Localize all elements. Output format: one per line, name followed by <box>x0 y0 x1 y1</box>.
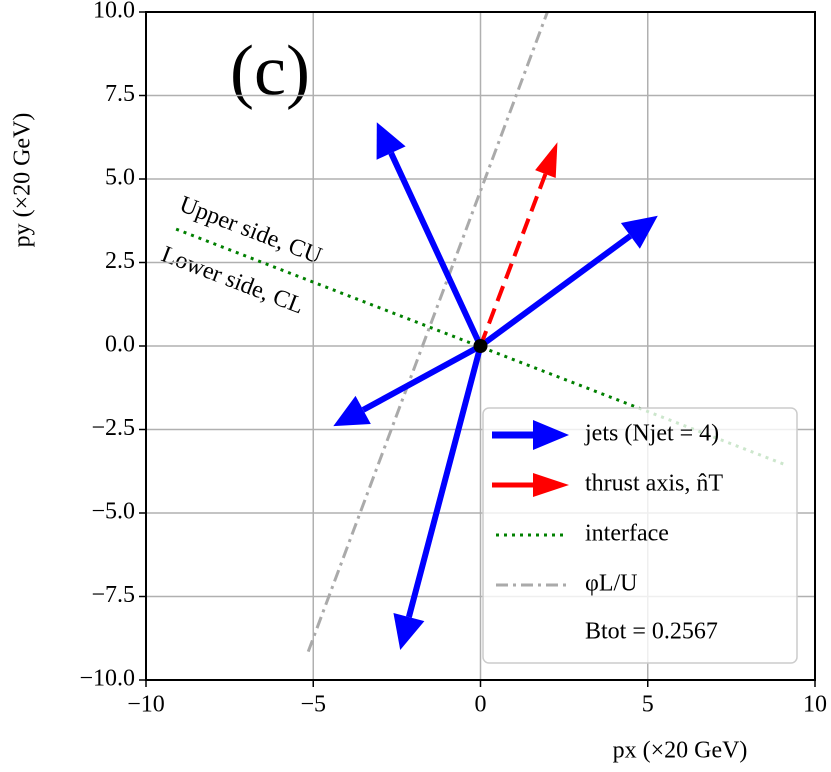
vector-arrow <box>376 122 484 348</box>
y-tick-label: −2.5 <box>91 415 135 441</box>
legend-label: thrust axis, n̂T <box>585 471 723 497</box>
arrow-head <box>533 473 569 497</box>
legend-box <box>482 407 798 664</box>
legend-label: φL/U <box>585 571 638 597</box>
arrow-head <box>533 420 569 450</box>
legend-label: jets (Njet = 4) <box>584 421 719 447</box>
x-axis-label: px (×20 GeV) <box>613 738 748 764</box>
y-tick-label: −7.5 <box>91 582 135 608</box>
arrow-shaft <box>406 345 484 618</box>
panel-label: (c) <box>230 31 310 111</box>
y-tick-label: −10.0 <box>79 666 135 692</box>
reference-line <box>306 11 549 653</box>
y-axis-label: py (×20 GeV) <box>10 113 36 248</box>
vector-arrow <box>393 345 484 650</box>
arrow-shaft <box>478 173 548 347</box>
y-tick-label: −5.0 <box>91 499 135 525</box>
x-tick-label: 5 <box>642 692 654 718</box>
arrow-head <box>376 122 406 160</box>
vector-arrow <box>478 215 658 349</box>
y-tick-label: 0.0 <box>105 332 135 358</box>
arrow-shaft <box>478 233 633 349</box>
arrow-head <box>535 142 558 178</box>
origin-point <box>473 339 488 353</box>
arrow-head <box>620 215 658 249</box>
arrow-shaft <box>388 151 484 348</box>
y-tick-label: 5.0 <box>105 165 135 191</box>
arrow-head <box>333 395 371 427</box>
y-tick-label: 10.0 <box>93 0 135 24</box>
x-tick-label: 10 <box>803 692 827 718</box>
x-tick-label: −10 <box>127 692 165 718</box>
legend-label: interface <box>585 521 669 547</box>
y-tick-label: 2.5 <box>105 248 135 274</box>
legend: jets (Njet = 4) thrust axis, n̂T interface… <box>482 407 798 664</box>
x-tick-label: 0 <box>475 692 487 718</box>
x-tick-label: −5 <box>300 692 326 718</box>
vector-arrow <box>333 343 482 427</box>
arrow-head <box>393 612 425 650</box>
plot-frame <box>145 11 816 681</box>
arrow-shaft <box>361 343 482 413</box>
legend-note: Btot = 0.2567 <box>585 619 718 645</box>
y-tick-label: 7.5 <box>105 81 135 107</box>
vector-arrow <box>478 142 558 347</box>
